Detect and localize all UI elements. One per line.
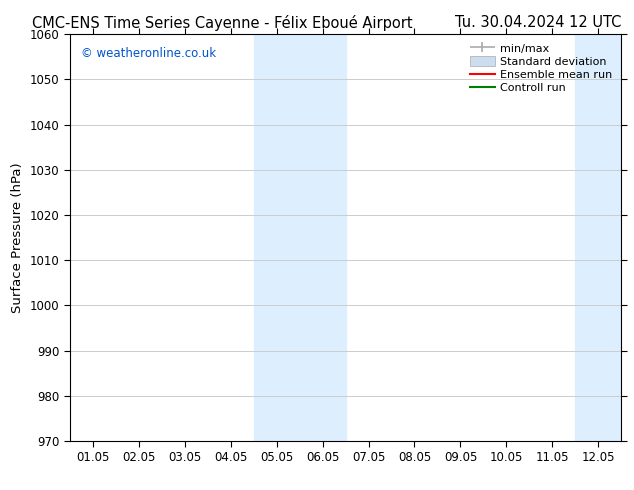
- Legend: min/max, Standard deviation, Ensemble mean run, Controll run: min/max, Standard deviation, Ensemble me…: [467, 40, 616, 97]
- Bar: [254, 34, 346, 441]
- Bar: [575, 34, 621, 441]
- Y-axis label: Surface Pressure (hPa): Surface Pressure (hPa): [11, 162, 24, 313]
- Text: Tu. 30.04.2024 12 UTC: Tu. 30.04.2024 12 UTC: [455, 15, 621, 30]
- Text: CMC-ENS Time Series Cayenne - Félix Eboué Airport: CMC-ENS Time Series Cayenne - Félix Ebou…: [32, 15, 412, 31]
- Text: © weatheronline.co.uk: © weatheronline.co.uk: [81, 47, 216, 59]
